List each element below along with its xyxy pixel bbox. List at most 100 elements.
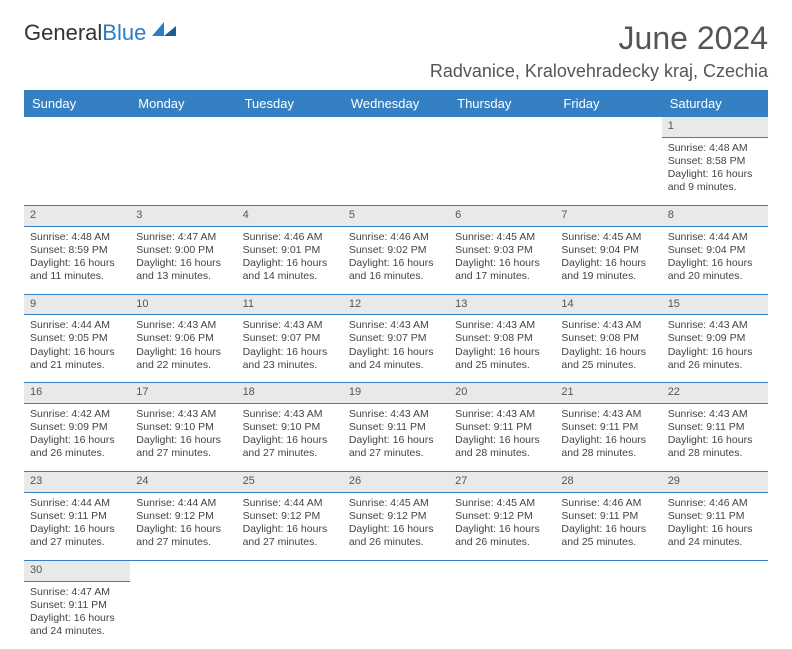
day-number-row: 16171819202122	[24, 383, 768, 404]
day-info-line: Daylight: 16 hours	[243, 434, 337, 447]
day-number: 26	[343, 472, 449, 493]
day-info-line: Daylight: 16 hours	[30, 257, 124, 270]
day-info-line: and 20 minutes.	[668, 270, 762, 283]
day-info-line: Daylight: 16 hours	[561, 257, 655, 270]
day-info-line: Sunset: 9:04 PM	[668, 244, 762, 257]
day-number: 17	[130, 383, 236, 404]
day-number	[555, 560, 661, 581]
day-cell: Sunrise: 4:43 AMSunset: 9:10 PMDaylight:…	[130, 404, 236, 472]
day-info-line: and 14 minutes.	[243, 270, 337, 283]
day-info-line: Daylight: 16 hours	[30, 523, 124, 536]
day-info-line: Sunrise: 4:46 AM	[668, 497, 762, 510]
day-cell: Sunrise: 4:45 AMSunset: 9:12 PMDaylight:…	[449, 492, 555, 560]
day-cell	[555, 137, 661, 205]
day-number	[130, 560, 236, 581]
day-info-line: Sunset: 9:12 PM	[349, 510, 443, 523]
day-number	[449, 117, 555, 137]
day-number: 27	[449, 472, 555, 493]
day-number	[343, 117, 449, 137]
day-cell	[343, 137, 449, 205]
day-info-line: Sunset: 9:08 PM	[455, 332, 549, 345]
day-header: Thursday	[449, 90, 555, 117]
day-number: 15	[662, 294, 768, 315]
day-info-line: Daylight: 16 hours	[349, 257, 443, 270]
week-row: Sunrise: 4:48 AMSunset: 8:58 PMDaylight:…	[24, 137, 768, 205]
day-info-line: Sunset: 9:03 PM	[455, 244, 549, 257]
day-info-line: Sunrise: 4:46 AM	[349, 231, 443, 244]
day-cell: Sunrise: 4:45 AMSunset: 9:12 PMDaylight:…	[343, 492, 449, 560]
day-header: Saturday	[662, 90, 768, 117]
day-header: Monday	[130, 90, 236, 117]
day-info-line: Sunrise: 4:44 AM	[30, 319, 124, 332]
day-info-line: Sunset: 9:01 PM	[243, 244, 337, 257]
day-info-line: and 27 minutes.	[136, 447, 230, 460]
location: Radvanice, Kralovehradecky kraj, Czechia	[430, 61, 768, 82]
day-info-line: Sunset: 9:11 PM	[561, 510, 655, 523]
day-cell: Sunrise: 4:48 AMSunset: 8:58 PMDaylight:…	[662, 137, 768, 205]
day-cell	[130, 581, 236, 649]
day-info-line: Sunset: 9:11 PM	[455, 421, 549, 434]
day-number	[555, 117, 661, 137]
day-info-line: Sunset: 9:08 PM	[561, 332, 655, 345]
day-info-line: Daylight: 16 hours	[668, 523, 762, 536]
day-info-line: Sunrise: 4:43 AM	[455, 319, 549, 332]
day-info-line: and 26 minutes.	[349, 536, 443, 549]
day-info-line: Daylight: 16 hours	[243, 257, 337, 270]
day-info-line: Daylight: 16 hours	[136, 346, 230, 359]
day-info-line: Sunset: 9:12 PM	[136, 510, 230, 523]
day-info-line: Sunset: 8:59 PM	[30, 244, 124, 257]
day-cell: Sunrise: 4:44 AMSunset: 9:11 PMDaylight:…	[24, 492, 130, 560]
week-row: Sunrise: 4:48 AMSunset: 8:59 PMDaylight:…	[24, 226, 768, 294]
day-header: Tuesday	[237, 90, 343, 117]
day-number: 18	[237, 383, 343, 404]
day-info-line: Sunrise: 4:48 AM	[668, 142, 762, 155]
day-info-line: Sunrise: 4:43 AM	[668, 408, 762, 421]
day-info-line: Sunrise: 4:43 AM	[136, 319, 230, 332]
day-number: 28	[555, 472, 661, 493]
day-info-line: Sunset: 9:09 PM	[668, 332, 762, 345]
day-info-line: Sunset: 9:10 PM	[243, 421, 337, 434]
day-info-line: and 27 minutes.	[30, 536, 124, 549]
day-info-line: Sunset: 9:06 PM	[136, 332, 230, 345]
day-info-line: Daylight: 16 hours	[30, 612, 124, 625]
day-number-row: 30	[24, 560, 768, 581]
day-info-line: Sunset: 9:05 PM	[30, 332, 124, 345]
day-info-line: Sunrise: 4:43 AM	[349, 408, 443, 421]
day-cell	[237, 137, 343, 205]
week-row: Sunrise: 4:42 AMSunset: 9:09 PM Daylight:…	[24, 404, 768, 472]
day-info-line: Daylight: 16 hours	[455, 434, 549, 447]
day-number: 19	[343, 383, 449, 404]
day-number	[449, 560, 555, 581]
day-info-line: Sunset: 9:12 PM	[455, 510, 549, 523]
day-info-line: Sunrise: 4:43 AM	[136, 408, 230, 421]
day-cell: Sunrise: 4:46 AMSunset: 9:11 PMDaylight:…	[555, 492, 661, 560]
day-header: Wednesday	[343, 90, 449, 117]
day-info-line: Sunrise: 4:45 AM	[349, 497, 443, 510]
day-info-line: and 16 minutes.	[349, 270, 443, 283]
day-cell: Sunrise: 4:43 AMSunset: 9:11 PMDaylight:…	[662, 404, 768, 472]
day-number: 12	[343, 294, 449, 315]
day-info-line: Sunrise: 4:42 AM	[30, 408, 124, 421]
day-info-line: Sunrise: 4:45 AM	[455, 497, 549, 510]
day-cell: Sunrise: 4:45 AMSunset: 9:04 PMDaylight:…	[555, 226, 661, 294]
day-info-line: and 21 minutes.	[30, 359, 124, 372]
day-number: 29	[662, 472, 768, 493]
day-info-line: Sunrise: 4:45 AM	[455, 231, 549, 244]
title-block: June 2024 Radvanice, Kralovehradecky kra…	[430, 20, 768, 82]
day-info-line: Sunrise: 4:45 AM	[561, 231, 655, 244]
day-cell	[449, 581, 555, 649]
day-cell: Sunrise: 4:43 AMSunset: 9:07 PMDaylight:…	[343, 315, 449, 383]
day-info-line: and 23 minutes.	[243, 359, 337, 372]
day-cell: Sunrise: 4:43 AMSunset: 9:08 PMDaylight:…	[555, 315, 661, 383]
day-info-line: Sunset: 9:09 PM	[30, 421, 124, 434]
day-info-line: Sunset: 9:11 PM	[668, 510, 762, 523]
day-cell	[130, 137, 236, 205]
day-info-line: Sunrise: 4:43 AM	[668, 319, 762, 332]
day-cell: Sunrise: 4:43 AMSunset: 9:10 PMDaylight:…	[237, 404, 343, 472]
day-info-line: Daylight: 16 hours	[349, 523, 443, 536]
day-info-line: Daylight: 16 hours	[243, 346, 337, 359]
day-number: 22	[662, 383, 768, 404]
day-number: 6	[449, 205, 555, 226]
day-number: 3	[130, 205, 236, 226]
day-info-line: Daylight: 16 hours	[668, 346, 762, 359]
